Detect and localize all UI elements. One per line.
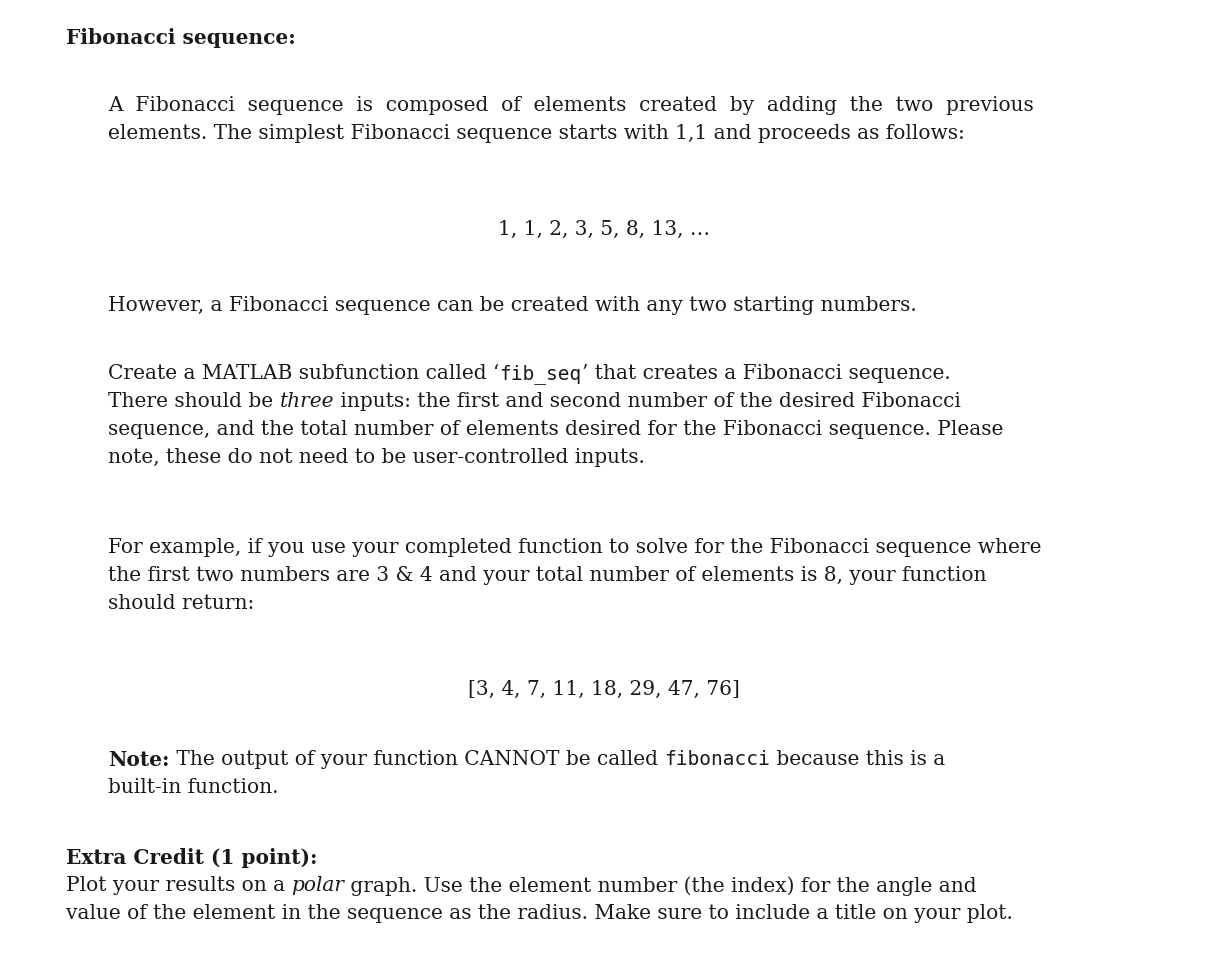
Text: Fibonacci sequence:: Fibonacci sequence: — [66, 28, 296, 47]
Text: 1, 1, 2, 3, 5, 8, 13, …: 1, 1, 2, 3, 5, 8, 13, … — [498, 220, 710, 238]
Text: should return:: should return: — [108, 593, 255, 612]
Text: value of the element in the sequence as the radius. Make sure to include a title: value of the element in the sequence as … — [66, 903, 1012, 922]
Text: Extra Credit (1 point):: Extra Credit (1 point): — [66, 847, 318, 867]
Text: three: three — [279, 391, 333, 411]
Text: polar: polar — [291, 875, 344, 894]
Text: Note:: Note: — [108, 749, 169, 769]
Text: elements. The simplest Fibonacci sequence starts with 1,1 and proceeds as follow: elements. The simplest Fibonacci sequenc… — [108, 124, 965, 142]
Text: fib_seq: fib_seq — [499, 363, 581, 384]
Text: For example, if you use your completed function to solve for the Fibonacci seque: For example, if you use your completed f… — [108, 538, 1041, 556]
Text: fibonacci: fibonacci — [664, 749, 769, 768]
Text: Create a MATLAB subfunction called ‘: Create a MATLAB subfunction called ‘ — [108, 363, 499, 383]
Text: built-in function.: built-in function. — [108, 777, 279, 797]
Text: [3, 4, 7, 11, 18, 29, 47, 76]: [3, 4, 7, 11, 18, 29, 47, 76] — [467, 679, 741, 699]
Text: because this is a: because this is a — [769, 749, 945, 768]
Text: sequence, and the total number of elements desired for the Fibonacci sequence. P: sequence, and the total number of elemen… — [108, 420, 1004, 439]
Text: However, a Fibonacci sequence can be created with any two starting numbers.: However, a Fibonacci sequence can be cre… — [108, 296, 917, 315]
Text: note, these do not need to be user-controlled inputs.: note, these do not need to be user-contr… — [108, 448, 645, 466]
Text: the first two numbers are 3 & 4 and your total number of elements is 8, your fun: the first two numbers are 3 & 4 and your… — [108, 566, 987, 584]
Text: inputs: the first and second number of the desired Fibonacci: inputs: the first and second number of t… — [333, 391, 960, 411]
Text: The output of your function CANNOT be called: The output of your function CANNOT be ca… — [169, 749, 664, 768]
Text: graph. Use the element number (the index) for the angle and: graph. Use the element number (the index… — [344, 875, 977, 894]
Text: ’ that creates a Fibonacci sequence.: ’ that creates a Fibonacci sequence. — [581, 363, 951, 383]
Text: A  Fibonacci  sequence  is  composed  of  elements  created  by  adding  the  tw: A Fibonacci sequence is composed of elem… — [108, 96, 1034, 115]
Text: There should be: There should be — [108, 391, 279, 411]
Text: Plot your results on a: Plot your results on a — [66, 875, 291, 894]
